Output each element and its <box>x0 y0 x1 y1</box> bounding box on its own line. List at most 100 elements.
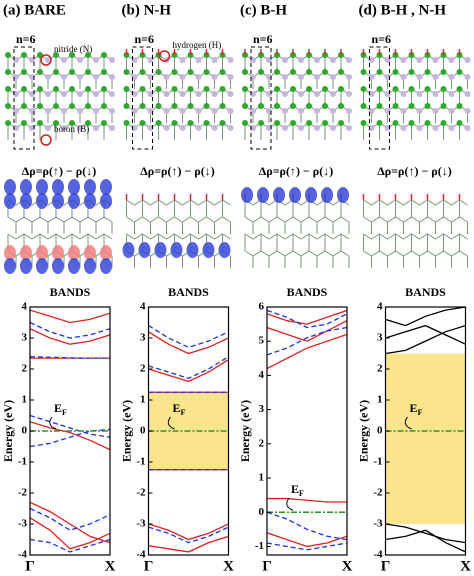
band-line <box>30 517 110 550</box>
atom <box>211 74 218 80</box>
x-tick-label: X <box>342 558 353 574</box>
atom <box>448 125 455 131</box>
spin-density <box>218 242 231 258</box>
y-tick-label: -1 <box>18 456 27 468</box>
atom <box>330 125 336 131</box>
atom <box>53 103 59 109</box>
density-label: Δρ=ρ(↑) − ρ(↓) <box>377 164 451 178</box>
atom <box>203 103 210 109</box>
cell-label: n=6 <box>372 32 392 46</box>
band-line <box>267 309 347 325</box>
band-line <box>267 497 347 503</box>
atom <box>61 108 67 114</box>
atom <box>45 108 51 114</box>
atom <box>69 86 75 92</box>
atom <box>408 69 415 75</box>
band-line <box>267 542 347 551</box>
atom <box>139 120 146 126</box>
atom <box>440 120 447 126</box>
atom <box>464 91 471 97</box>
band-line <box>148 359 229 383</box>
atom <box>408 103 415 109</box>
atom <box>37 69 43 75</box>
atom <box>274 103 280 109</box>
lattice <box>362 194 468 268</box>
atom <box>53 120 59 126</box>
atom <box>227 74 234 80</box>
x-tick-label: X <box>223 558 234 574</box>
band-line <box>30 421 110 451</box>
unit-cell <box>13 46 35 150</box>
spin-density <box>170 242 183 258</box>
atom <box>400 74 407 80</box>
atom <box>376 120 383 126</box>
atom <box>464 57 471 63</box>
y-tick-label: 3 <box>22 332 28 344</box>
atom <box>392 120 399 126</box>
band-line <box>385 324 466 345</box>
atom <box>195 108 202 114</box>
x-tick-label: Γ <box>144 558 154 574</box>
atom <box>211 57 218 63</box>
spin-density <box>273 187 285 203</box>
atom <box>338 120 344 126</box>
fermi-label-sub: F <box>299 489 304 498</box>
atom <box>163 125 170 131</box>
atom <box>464 74 471 80</box>
atom <box>139 69 146 75</box>
spin-density <box>68 245 80 261</box>
atom <box>211 108 218 114</box>
atom <box>416 125 423 131</box>
atom <box>77 57 83 63</box>
band-line <box>267 532 347 548</box>
atom <box>376 103 383 109</box>
atom <box>45 57 51 63</box>
atom <box>163 91 170 97</box>
atom <box>187 86 194 92</box>
spin-density <box>100 193 112 209</box>
atom <box>61 74 67 80</box>
atom <box>123 120 130 126</box>
atom <box>400 125 407 131</box>
atom <box>5 86 11 92</box>
spin-density <box>337 187 349 203</box>
atom <box>448 57 455 63</box>
bond <box>363 250 468 257</box>
atom <box>346 125 352 131</box>
atom <box>242 69 248 75</box>
y-tick-label: 2 <box>377 363 383 375</box>
atom <box>306 120 312 126</box>
atom <box>93 125 99 131</box>
fermi-label: EF <box>291 482 304 498</box>
annotation: boron (B) <box>54 124 89 134</box>
fermi-label-sub: F <box>62 408 67 417</box>
atom <box>258 69 264 75</box>
x-tick-label: X <box>460 558 471 574</box>
atom <box>360 69 367 75</box>
atom <box>109 125 115 131</box>
atom <box>69 52 75 58</box>
y-tick-label: -3 <box>373 518 383 530</box>
atom <box>187 69 194 75</box>
atom <box>219 69 226 75</box>
atom <box>376 69 383 75</box>
atom <box>61 57 67 63</box>
plot-frame <box>266 306 348 556</box>
band-line <box>30 501 110 544</box>
spin-density <box>100 258 112 274</box>
atom <box>101 69 107 75</box>
lattice <box>242 49 352 140</box>
atom <box>464 108 471 114</box>
atom <box>53 52 59 58</box>
fermi-label-main: E <box>173 401 181 415</box>
atom <box>179 125 186 131</box>
y-axis-label: Energy (eV) <box>119 400 133 462</box>
atom <box>330 108 336 114</box>
band-line <box>148 325 229 348</box>
atom <box>195 91 202 97</box>
y-tick-label: -4 <box>373 549 383 561</box>
atom <box>282 125 288 131</box>
atom <box>360 86 367 92</box>
atom <box>5 120 11 126</box>
